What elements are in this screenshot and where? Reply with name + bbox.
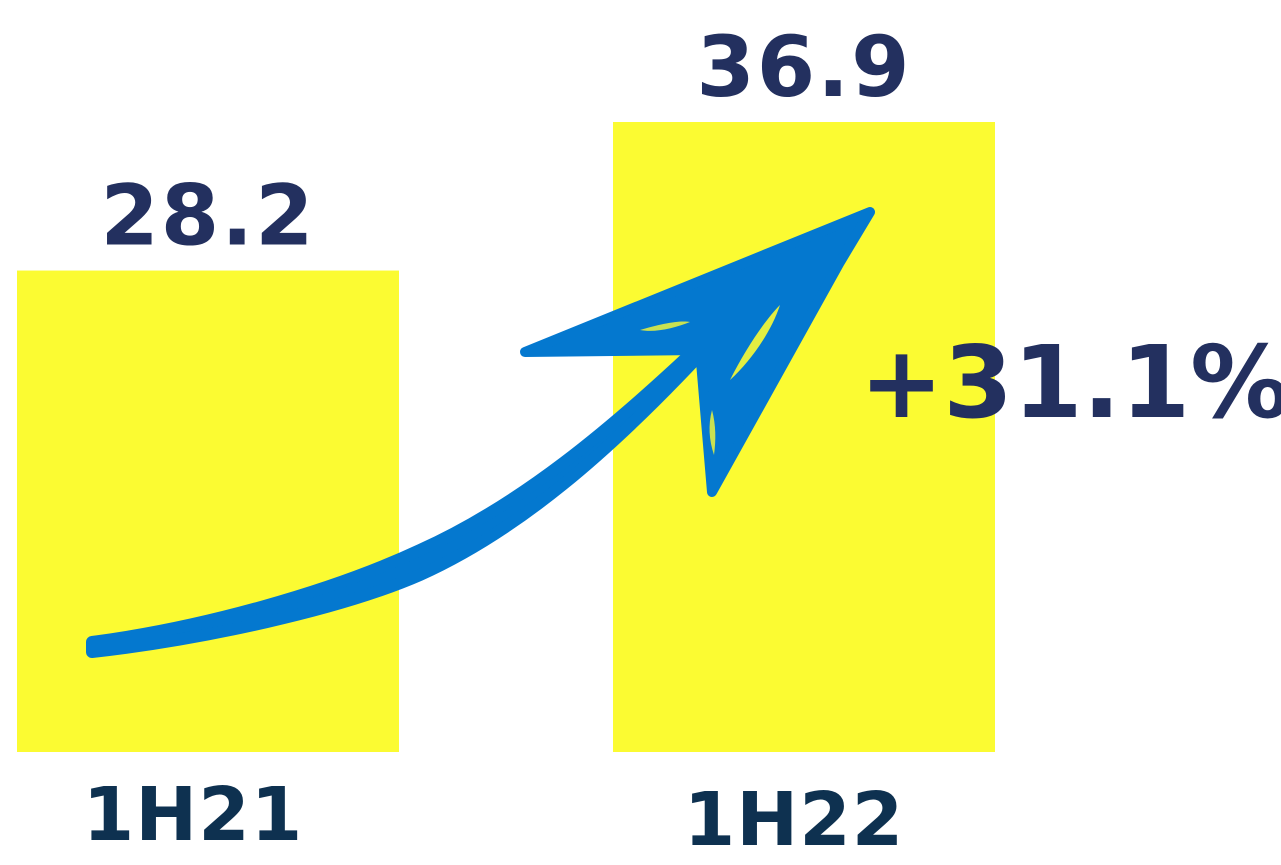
bar-1h22 — [613, 122, 995, 752]
category-label-1h21: 1H21 — [83, 772, 303, 858]
bar-1h21 — [17, 270, 399, 752]
bars-layer — [17, 122, 995, 752]
arrow-head — [520, 207, 875, 497]
growth-annotation: +31.1% — [860, 324, 1281, 441]
hand-drawn-growth-arrow-icon — [86, 207, 875, 658]
arrow-highlight — [640, 321, 690, 331]
arrow-highlight — [709, 410, 716, 455]
data-label-1h22: 36.9 — [696, 18, 911, 116]
labels-layer: 28.2 1H21 36.9 1H22 — [83, 18, 911, 863]
arrow-highlight — [730, 305, 780, 380]
data-label-1h21: 28.2 — [100, 167, 315, 265]
category-label-1h22: 1H22 — [684, 777, 904, 863]
